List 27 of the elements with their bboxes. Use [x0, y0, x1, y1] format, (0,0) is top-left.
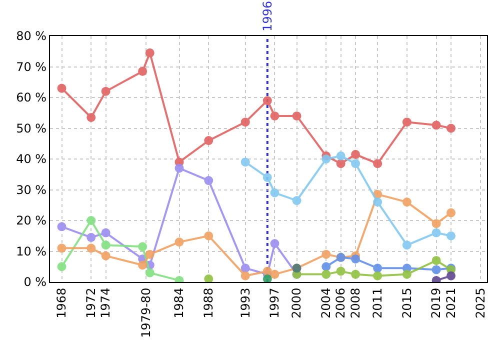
x-tick-label: 2011: [370, 288, 384, 318]
x-tick-label: 2015: [400, 288, 414, 318]
y-tick-label: 40 %: [16, 152, 47, 166]
y-tick-label: 50 %: [16, 121, 47, 136]
ref-line-label: 1996: [260, 0, 274, 32]
x-tick-label: 1979-80: [139, 288, 154, 338]
x-tick-label: 1988: [202, 288, 216, 318]
x-tick-label: 2021: [444, 288, 458, 318]
y-tick-label: 60 %: [16, 90, 47, 105]
x-tick-label: 1974: [98, 288, 113, 318]
x-tick-label: 2006: [334, 288, 348, 318]
y-tick-label: 80 %: [16, 29, 47, 44]
x-tick-label: 2025: [473, 288, 488, 318]
y-tick-label: 70 %: [16, 60, 47, 74]
y-tick-label: 20 %: [16, 214, 47, 228]
y-tick-label: 0 %: [24, 275, 47, 290]
x-tick-label: 1968: [54, 288, 69, 318]
x-tick-label: 2008: [348, 288, 362, 318]
x-tick-label: 2004: [319, 288, 334, 318]
x-tick-label: 1993: [238, 288, 252, 318]
x-tick-label: 1972: [84, 288, 98, 318]
x-tick-label: 2000: [290, 288, 304, 318]
x-tick-label: 1984: [172, 288, 186, 318]
y-tick-label: 30 %: [16, 182, 47, 197]
x-tick-label: 1997: [268, 288, 282, 318]
x-tick-label: 2019: [429, 288, 444, 318]
y-tick-label: 10 %: [16, 244, 47, 258]
